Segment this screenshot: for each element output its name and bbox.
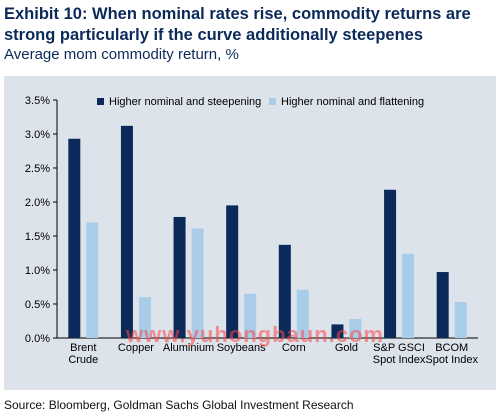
y-tick-label: 3.0% (25, 129, 50, 141)
x-tick-label: BCOM (435, 342, 468, 354)
bar-flattening (86, 222, 99, 338)
bar-flattening (244, 293, 257, 338)
bar-steepening (278, 244, 291, 338)
bar-flattening (191, 228, 204, 338)
source-note: Source: Bloomberg, Goldman Sachs Global … (4, 398, 354, 412)
legend-label: Higher nominal and flattening (281, 96, 424, 108)
bar-flattening (138, 297, 151, 338)
bar-steepening (120, 125, 133, 338)
x-tick-label: Aluminium (163, 342, 214, 354)
bar-steepening (331, 324, 344, 338)
y-tick-label: 1.0% (25, 265, 50, 277)
bar-steepening (173, 216, 186, 338)
x-tick-label: Brent (70, 342, 96, 354)
y-tick-label: 2.0% (25, 197, 50, 209)
x-tick-label: Corn (282, 342, 306, 354)
legend-label: Higher nominal and steepening (109, 96, 261, 108)
legend-swatch (97, 98, 104, 105)
x-tick-label: Crude (68, 354, 98, 366)
chart-subtitle: Average mom commodity return, % (4, 46, 239, 63)
bar-flattening (349, 318, 362, 338)
x-tick-label: Copper (118, 342, 154, 354)
bar-flattening (402, 253, 415, 338)
bar-steepening (226, 205, 239, 338)
x-tick-label: Soybeans (217, 342, 266, 354)
bar-steepening (436, 272, 449, 338)
x-tick-label: Gold (335, 342, 358, 354)
bar-flattening (454, 301, 467, 338)
y-tick-label: 0.5% (25, 299, 50, 311)
x-tick-label: S&P GSCI (373, 342, 425, 354)
y-tick-label: 3.5% (25, 95, 50, 107)
bar-steepening (68, 138, 81, 338)
y-tick-label: 2.5% (25, 163, 50, 175)
chart-title: Exhibit 10: When nominal rates rise, com… (4, 5, 471, 44)
bar-chart: 0.0% 0.5% 1.0% 1.5% 2.0% 2.5% 3.0% 3.5% BrentCru… (25, 95, 479, 366)
y-tick-label: 0.0% (25, 333, 50, 345)
y-tick-label: 1.5% (25, 231, 50, 243)
legend-swatch (269, 98, 276, 105)
x-tick-label: Spot Index (425, 354, 478, 366)
bar-steepening (384, 189, 397, 338)
x-tick-label: Spot Index (373, 354, 426, 366)
bar-flattening (296, 289, 309, 338)
